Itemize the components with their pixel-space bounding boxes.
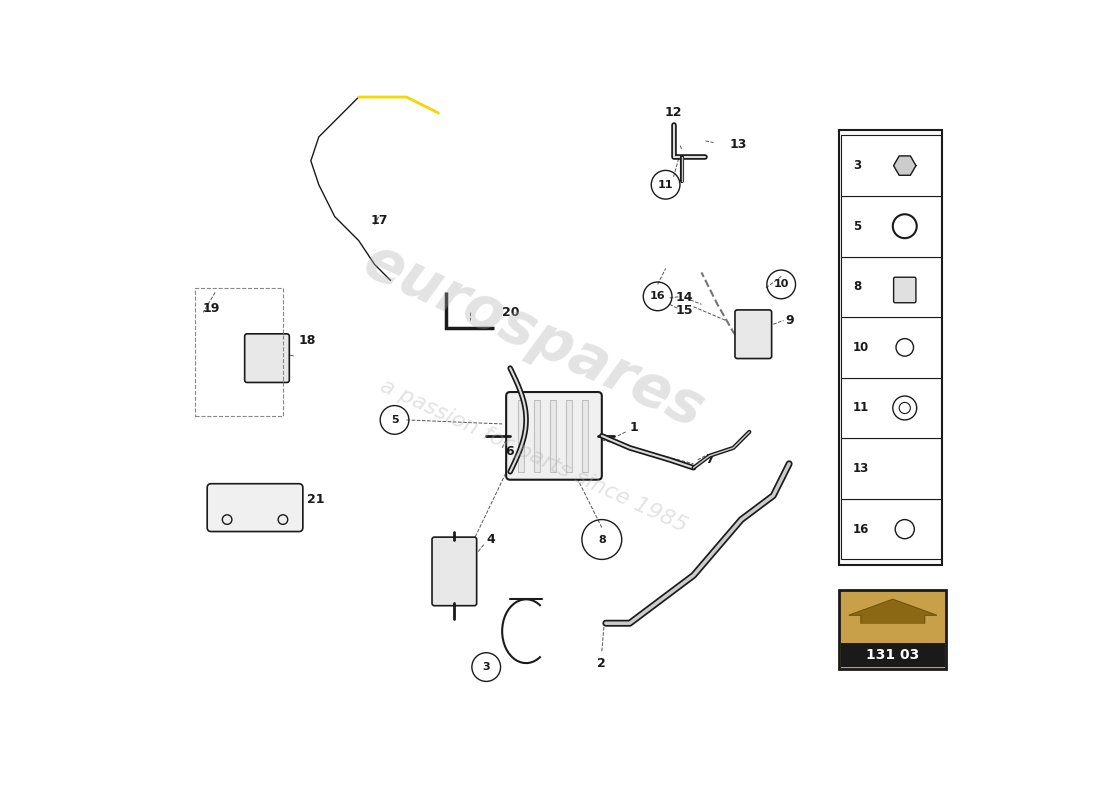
Text: 12: 12 [664, 106, 682, 119]
FancyBboxPatch shape [735, 310, 771, 358]
Text: 3: 3 [483, 662, 490, 672]
FancyBboxPatch shape [839, 130, 943, 565]
Text: 7: 7 [705, 454, 714, 466]
Text: 5: 5 [852, 220, 861, 233]
Text: 10: 10 [852, 341, 869, 354]
Bar [842, 135, 940, 196]
Bar [842, 499, 940, 559]
Text: 16: 16 [852, 522, 869, 536]
FancyBboxPatch shape [207, 484, 302, 531]
Bar [550, 400, 557, 472]
FancyBboxPatch shape [506, 392, 602, 480]
Bar [842, 643, 945, 667]
Text: 9: 9 [785, 314, 794, 326]
Text: 131 03: 131 03 [866, 648, 920, 662]
Text: 13: 13 [729, 138, 747, 151]
Text: a passion for parts since 1985: a passion for parts since 1985 [377, 376, 691, 536]
Text: 15: 15 [676, 304, 693, 318]
Bar [842, 378, 940, 438]
FancyBboxPatch shape [244, 334, 289, 382]
Text: 18: 18 [299, 334, 317, 346]
FancyBboxPatch shape [893, 278, 916, 302]
Text: 19: 19 [202, 302, 220, 315]
Polygon shape [893, 156, 916, 175]
Text: 10: 10 [773, 279, 789, 290]
Bar [582, 400, 588, 472]
FancyBboxPatch shape [432, 537, 476, 606]
Bar [535, 400, 540, 472]
Bar [842, 438, 940, 499]
Bar [565, 400, 572, 472]
Text: 8: 8 [852, 280, 861, 294]
Text: 2: 2 [597, 657, 606, 670]
Text: 11: 11 [852, 402, 869, 414]
Bar [842, 196, 940, 257]
Polygon shape [849, 599, 937, 623]
Text: 13: 13 [852, 462, 869, 475]
Text: 14: 14 [676, 291, 693, 305]
FancyBboxPatch shape [839, 590, 946, 669]
Text: 4: 4 [486, 533, 495, 546]
Bar [518, 400, 525, 472]
Bar [842, 317, 940, 378]
Text: 8: 8 [598, 534, 606, 545]
Text: 1: 1 [629, 422, 638, 434]
Bar [842, 257, 940, 317]
Text: 17: 17 [371, 214, 388, 227]
Text: 11: 11 [658, 180, 673, 190]
Text: 21: 21 [307, 493, 324, 506]
Text: 20: 20 [503, 306, 519, 319]
Text: eurospares: eurospares [355, 233, 713, 440]
Text: 6: 6 [506, 446, 514, 458]
Text: 16: 16 [650, 291, 666, 302]
Text: 5: 5 [390, 415, 398, 425]
Text: 3: 3 [852, 159, 861, 172]
